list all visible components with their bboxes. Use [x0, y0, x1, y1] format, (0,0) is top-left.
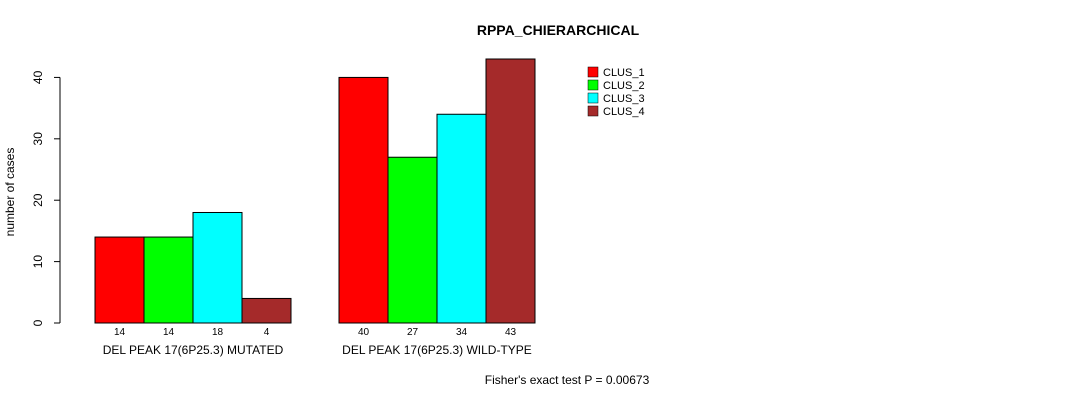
bar-clus-4-wild-type	[485, 58, 536, 324]
group-label: DEL PEAK 17(6P25.3) WILD-TYPE	[342, 343, 532, 357]
bar-clus-2-mutated	[143, 236, 194, 324]
fisher-test-annotation: Fisher's exact test P = 0.00673	[485, 373, 650, 387]
bar-count-label: 18	[212, 327, 224, 338]
y-tick-label: 0	[31, 319, 45, 326]
legend-swatch	[587, 105, 599, 117]
group-label: DEL PEAK 17(6P25.3) MUTATED	[103, 343, 284, 357]
bar-clus-1-wild-type	[338, 76, 389, 324]
chart-title: RPPA_CHIERARCHICAL	[477, 22, 640, 38]
bar-clus-1-mutated	[94, 236, 145, 324]
legend-swatch	[587, 79, 599, 91]
legend-label: CLUS_3	[603, 93, 645, 105]
bar-clus-4-mutated	[241, 297, 292, 324]
legend-label: CLUS_4	[603, 106, 645, 118]
y-axis-label: number of cases	[3, 148, 17, 237]
y-tick-label: 10	[31, 255, 45, 269]
y-tick-label: 40	[31, 70, 45, 84]
bar-count-label: 14	[114, 327, 126, 338]
legend-swatch	[587, 92, 599, 104]
legend-label: CLUS_2	[603, 80, 645, 92]
legend-label: CLUS_1	[603, 67, 645, 79]
bar-clus-2-wild-type	[387, 156, 438, 324]
bar-count-label: 40	[358, 327, 370, 338]
legend-swatch	[587, 66, 599, 78]
bar-clus-3-wild-type	[436, 113, 487, 324]
bar-count-label: 4	[264, 327, 270, 338]
bar-clus-3-mutated	[192, 211, 243, 324]
y-tick-label: 30	[31, 132, 45, 146]
y-axis: 0 10 20 30 40	[31, 70, 61, 326]
bar-count-label: 34	[456, 327, 468, 338]
y-tick-label: 20	[31, 193, 45, 207]
bar-count-label: 43	[505, 327, 517, 338]
bar-count-label: 14	[163, 327, 175, 338]
bars: 14 14 18 4 DEL PEAK 17(6P25.3) MUTATED 40 27 34…	[94, 58, 536, 357]
bar-count-label: 27	[407, 327, 419, 338]
